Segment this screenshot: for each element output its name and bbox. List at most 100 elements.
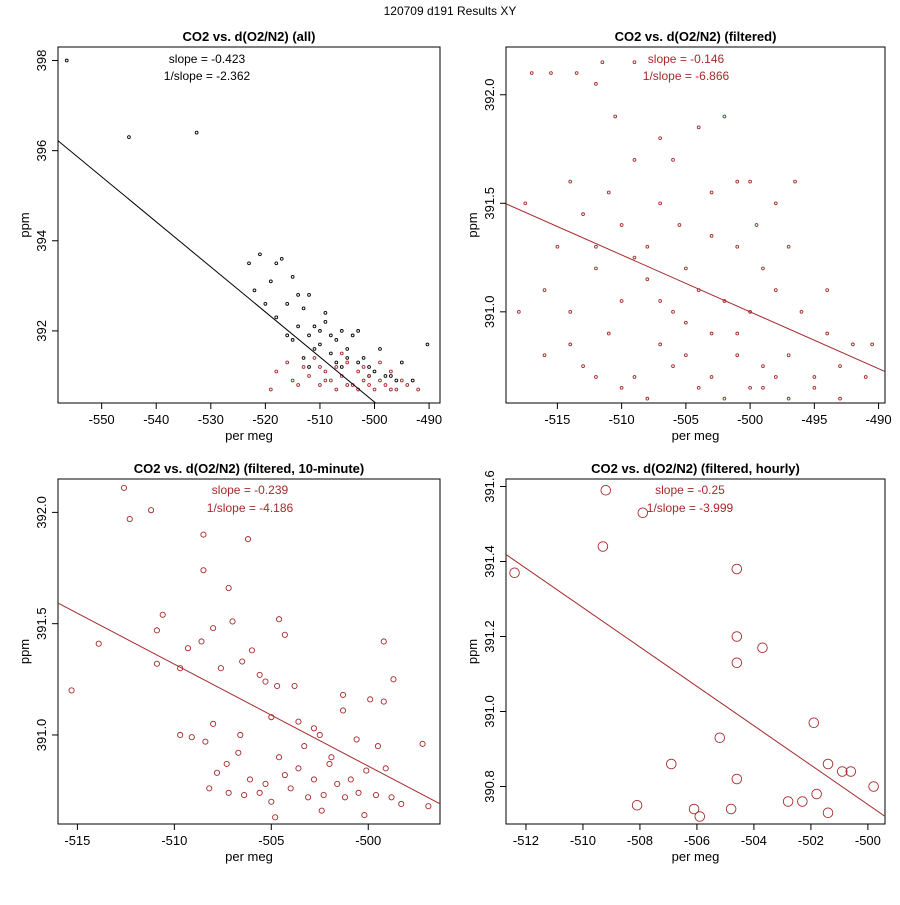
data-point (334, 365, 339, 369)
data-point (210, 720, 217, 727)
data-point (837, 766, 848, 777)
data-point (361, 356, 366, 360)
data-point (516, 309, 521, 314)
data-point (688, 803, 700, 815)
x-tick-label: -508 (627, 833, 653, 848)
data-point (394, 387, 399, 392)
y-tick-label: 391.0 (482, 695, 497, 728)
data-point (542, 353, 547, 358)
data-point (323, 369, 328, 374)
x-tick-label: -510 (570, 833, 596, 848)
data-point (356, 329, 360, 333)
data-point (301, 743, 308, 750)
data-point (120, 484, 127, 491)
data-point (389, 374, 393, 378)
data-point (350, 333, 355, 338)
x-tick-label: -515 (544, 412, 570, 427)
data-point (811, 788, 822, 800)
data-point (312, 356, 317, 360)
data-point (194, 130, 199, 135)
data-point (529, 71, 534, 75)
data-point (305, 794, 312, 801)
slope-annotation: slope = -0.423 (169, 52, 246, 66)
data-point (773, 288, 778, 292)
data-points (64, 58, 430, 392)
data-point (312, 324, 317, 329)
x-tick-label: -490 (866, 412, 892, 427)
data-point (339, 691, 347, 698)
data-point (731, 657, 743, 669)
data-point (328, 754, 335, 761)
data-point (252, 288, 257, 293)
plot-frame (57, 46, 441, 404)
plot-frame (505, 478, 886, 825)
y-tick-label: 392 (34, 320, 49, 342)
data-point (339, 365, 344, 369)
data-point (225, 585, 232, 592)
data-point (709, 190, 714, 195)
data-point (262, 780, 269, 787)
data-point (153, 660, 160, 667)
data-point (307, 292, 311, 297)
data-point (307, 374, 311, 378)
data-point (419, 740, 426, 747)
y-tick-label: 391.5 (482, 187, 497, 220)
data-point (339, 707, 347, 714)
y-tick-label: 390.8 (482, 770, 497, 803)
data-point (268, 387, 273, 392)
data-point (301, 306, 306, 311)
data-point (285, 360, 290, 365)
data-point (786, 244, 791, 249)
data-point (372, 792, 380, 799)
x-axis-label: per meg (672, 849, 720, 864)
data-point (361, 812, 368, 819)
data-point (594, 244, 598, 249)
x-tick-label: -495 (801, 412, 827, 427)
x-tick-label: -506 (684, 833, 710, 848)
data-point (374, 743, 381, 750)
data-point (773, 201, 778, 206)
data-point (281, 771, 288, 779)
data-point (606, 331, 611, 336)
y-tick-label: 398 (34, 50, 49, 72)
data-point (731, 631, 743, 642)
x-tick-label: -510 (307, 412, 333, 427)
data-point (761, 266, 765, 271)
data-point (244, 536, 252, 543)
data-point (405, 383, 410, 387)
data-point (658, 201, 663, 206)
data-point (825, 331, 830, 336)
data-point (316, 731, 323, 739)
y-tick-label: 396 (34, 140, 49, 162)
data-point (323, 311, 328, 315)
data-point (632, 375, 637, 379)
data-point (714, 732, 725, 744)
data-point (339, 351, 344, 356)
x-axis-label: per meg (225, 849, 273, 864)
data-point (812, 375, 817, 379)
x-tick-label: -500 (855, 833, 881, 848)
data-point (274, 369, 279, 374)
chart-title: CO2 vs. d(O2/N2) (filtered, 10-minute) (134, 461, 364, 476)
inverse-slope-annotation: 1/slope = -6.866 (643, 69, 730, 83)
x-tick-label: -512 (513, 833, 539, 848)
data-point (568, 309, 573, 314)
data-point (735, 179, 740, 184)
data-point (773, 375, 778, 379)
data-point (268, 279, 273, 284)
data-point (367, 365, 371, 369)
y-tick-label: 391.4 (482, 545, 497, 578)
x-tick-label: -505 (673, 412, 699, 427)
data-point (64, 58, 69, 63)
data-point (184, 645, 191, 652)
data-point (356, 369, 360, 374)
data-point (542, 288, 547, 292)
y-axis-label: ppm (17, 639, 32, 664)
figure-title: 120709 d191 Results XY (383, 4, 517, 18)
data-point (549, 71, 553, 75)
data-point (645, 396, 650, 401)
data-point (671, 158, 675, 162)
x-tick-label: -520 (252, 412, 278, 427)
data-point (399, 360, 404, 365)
chart-panel-2: CO2 vs. d(O2/N2) (filtered) -515 -510 -505 -… (465, 29, 892, 443)
